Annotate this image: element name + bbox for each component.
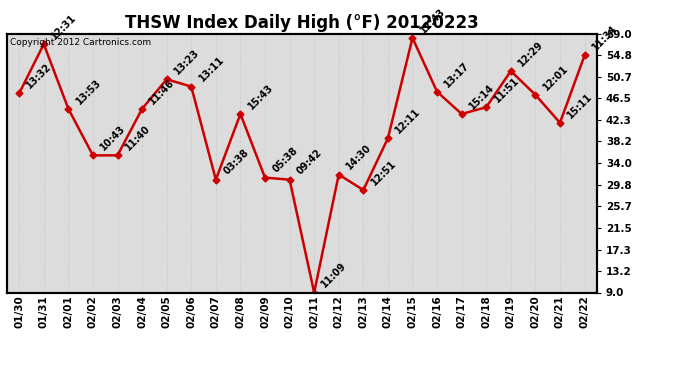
Text: 13:11: 13:11	[197, 55, 226, 84]
Text: 15:43: 15:43	[246, 82, 275, 111]
Text: 15:11: 15:11	[566, 91, 595, 120]
Text: 11:51: 11:51	[492, 75, 521, 105]
Text: 13:32: 13:32	[25, 62, 54, 90]
Text: 12:29: 12:29	[516, 39, 545, 68]
Text: 14:30: 14:30	[344, 143, 373, 172]
Text: 12:51: 12:51	[369, 158, 398, 187]
Text: 12:11: 12:11	[393, 106, 422, 135]
Text: 12:01: 12:01	[541, 63, 570, 92]
Text: 03:38: 03:38	[221, 148, 250, 177]
Text: 09:42: 09:42	[295, 148, 324, 177]
Text: 12:31: 12:31	[49, 12, 79, 41]
Text: 13:17: 13:17	[442, 60, 472, 89]
Text: 15:14: 15:14	[467, 82, 496, 111]
Text: 11:34: 11:34	[590, 24, 619, 53]
Text: 11:40: 11:40	[123, 124, 152, 153]
Text: 11:09: 11:09	[319, 261, 348, 290]
Text: 13:53: 13:53	[74, 77, 103, 106]
Text: 10:43: 10:43	[99, 124, 128, 153]
Title: THSW Index Daily High (°F) 20120223: THSW Index Daily High (°F) 20120223	[125, 14, 479, 32]
Text: 13:23: 13:23	[172, 48, 201, 76]
Text: 12:43: 12:43	[418, 6, 447, 35]
Text: Copyright 2012 Cartronics.com: Copyright 2012 Cartronics.com	[10, 38, 151, 46]
Text: 11:46: 11:46	[148, 77, 177, 106]
Text: 05:38: 05:38	[270, 146, 299, 175]
